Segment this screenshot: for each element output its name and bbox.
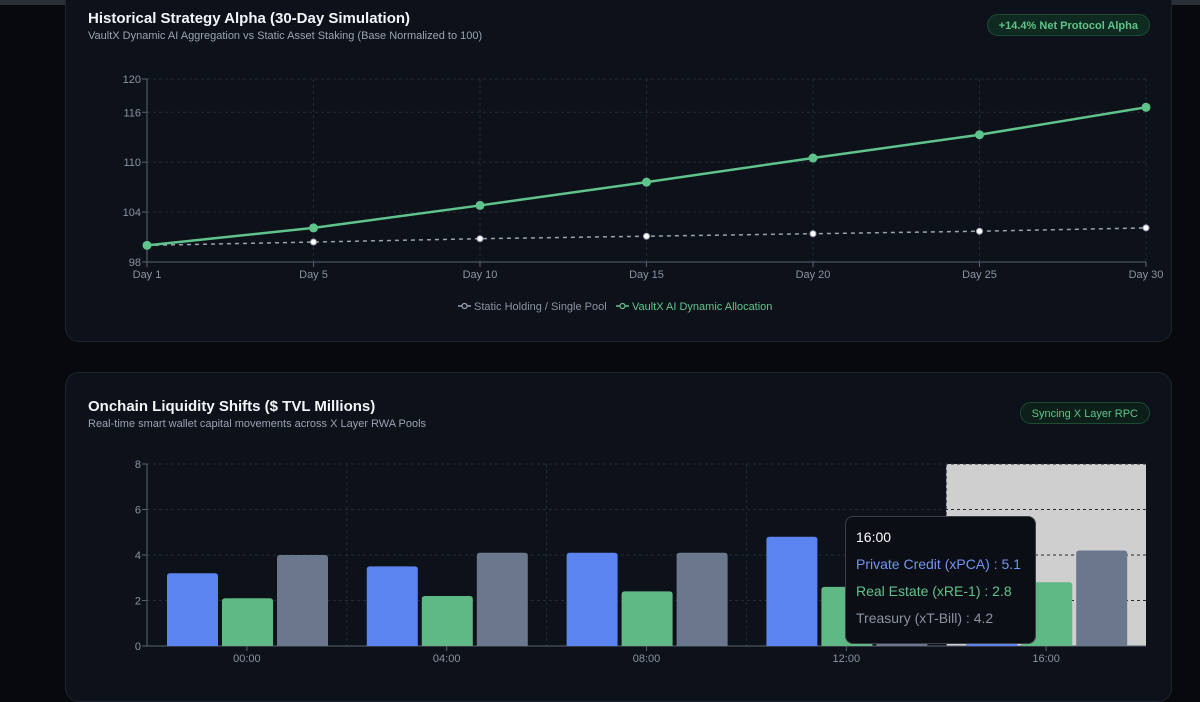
legend-marker-icon	[461, 302, 468, 310]
card-title: Historical Strategy Alpha (30-Day Simula…	[88, 10, 411, 27]
data-point[interactable]	[1142, 224, 1150, 232]
bar-2-1[interactable]	[476, 552, 528, 646]
y-tick-label: 2	[135, 596, 141, 608]
y-tick-label: 116	[123, 107, 141, 119]
data-point[interactable]	[1141, 102, 1151, 112]
data-point[interactable]	[808, 153, 818, 163]
bar-0-1[interactable]	[366, 566, 418, 646]
data-point[interactable]	[476, 235, 484, 243]
tooltip-row-treasury: Treasury (xT-Bill) : 4.2	[856, 610, 994, 626]
line-chart-series	[142, 102, 1151, 250]
x-tick-label: Day 25	[962, 269, 997, 281]
legend-item-label: VaultX AI Dynamic Allocation	[632, 301, 772, 313]
data-point[interactable]	[643, 232, 650, 240]
card-subtitle: VaultX Dynamic AI Aggregation vs Static …	[88, 30, 483, 42]
y-tick-label: 120	[123, 74, 141, 86]
x-tick-label: Day 30	[1129, 269, 1164, 281]
y-tick-label: 6	[135, 505, 141, 517]
y-tick-label: 104	[123, 207, 141, 219]
tooltip-row-private-credit: Private Credit (xPCA) : 5.1	[856, 556, 1021, 572]
x-tick-label: Day 5	[299, 269, 328, 281]
y-tick-label: 0	[135, 641, 141, 653]
bar-0-3[interactable]	[766, 536, 818, 646]
y-tick-label: 110	[123, 157, 141, 169]
data-point[interactable]	[976, 227, 983, 235]
bar-1-1[interactable]	[421, 595, 473, 646]
x-tick-label: Day 1	[133, 269, 162, 281]
x-tick-label: 08:00	[633, 653, 661, 665]
bar-0-0[interactable]	[167, 573, 218, 646]
data-point[interactable]	[809, 230, 817, 238]
data-point[interactable]	[975, 130, 984, 140]
line-chart-axes: 98 104 110 116 120 Day 1 Day 5 Day 10 Day 15 Day …	[123, 74, 1164, 281]
tooltip-row-real-estate: Real Estate (xRE-1) : 2.8	[856, 583, 1012, 599]
data-point[interactable]	[142, 240, 152, 250]
y-tick-label: 8	[135, 459, 141, 471]
bar-2-0[interactable]	[277, 555, 328, 646]
x-tick-label: 12:00	[833, 653, 861, 665]
x-tick-label: Day 10	[463, 269, 498, 281]
data-point[interactable]	[475, 200, 485, 210]
line-chart-legend[interactable]: Static Holding / Single Pool VaultX AI Dy…	[458, 301, 772, 313]
sync-status-badge: Syncing X Layer RPC	[1019, 402, 1150, 424]
card-title: Onchain Liquidity Shifts ($ TVL Millions…	[88, 398, 376, 415]
x-tick-label: 00:00	[233, 653, 261, 665]
net-alpha-badge: +14.4% Net Protocol Alpha	[986, 14, 1150, 36]
tooltip-title: 16:00	[856, 529, 892, 545]
y-tick-label: 4	[135, 550, 141, 562]
x-tick-label: Day 15	[629, 269, 664, 281]
bar-0-2[interactable]	[566, 552, 618, 646]
bar-1-2[interactable]	[621, 591, 673, 646]
strategy-alpha-card: Historical Strategy Alpha (30-Day Simula…	[65, 0, 1172, 342]
bar-tooltip: 16:00 Private Credit (xPCA) : 5.1 Real E…	[845, 516, 1036, 644]
data-point[interactable]	[310, 238, 317, 246]
card-subtitle: Real-time smart wallet capital movements…	[88, 418, 427, 430]
x-tick-label: 04:00	[433, 653, 461, 665]
data-point[interactable]	[642, 177, 651, 187]
data-point[interactable]	[309, 223, 318, 233]
x-tick-label: 16:00	[1032, 653, 1060, 665]
bar-2-4[interactable]	[1076, 550, 1128, 646]
legend-marker-icon	[619, 302, 626, 310]
legend-item-label: Static Holding / Single Pool	[474, 301, 607, 313]
x-tick-label: Day 20	[796, 269, 831, 281]
bar-2-2[interactable]	[676, 552, 728, 646]
y-tick-label: 98	[129, 257, 141, 269]
bar-1-0[interactable]	[222, 598, 273, 646]
